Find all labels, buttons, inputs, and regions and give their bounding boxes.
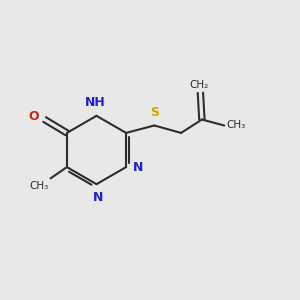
Text: CH₃: CH₃ xyxy=(29,181,48,191)
Text: CH₃: CH₃ xyxy=(226,121,246,130)
Text: N: N xyxy=(93,191,103,204)
Text: O: O xyxy=(28,110,39,123)
Text: S: S xyxy=(150,106,159,119)
Text: CH₂: CH₂ xyxy=(189,80,208,90)
Text: N: N xyxy=(133,160,143,174)
Text: NH: NH xyxy=(85,96,105,109)
